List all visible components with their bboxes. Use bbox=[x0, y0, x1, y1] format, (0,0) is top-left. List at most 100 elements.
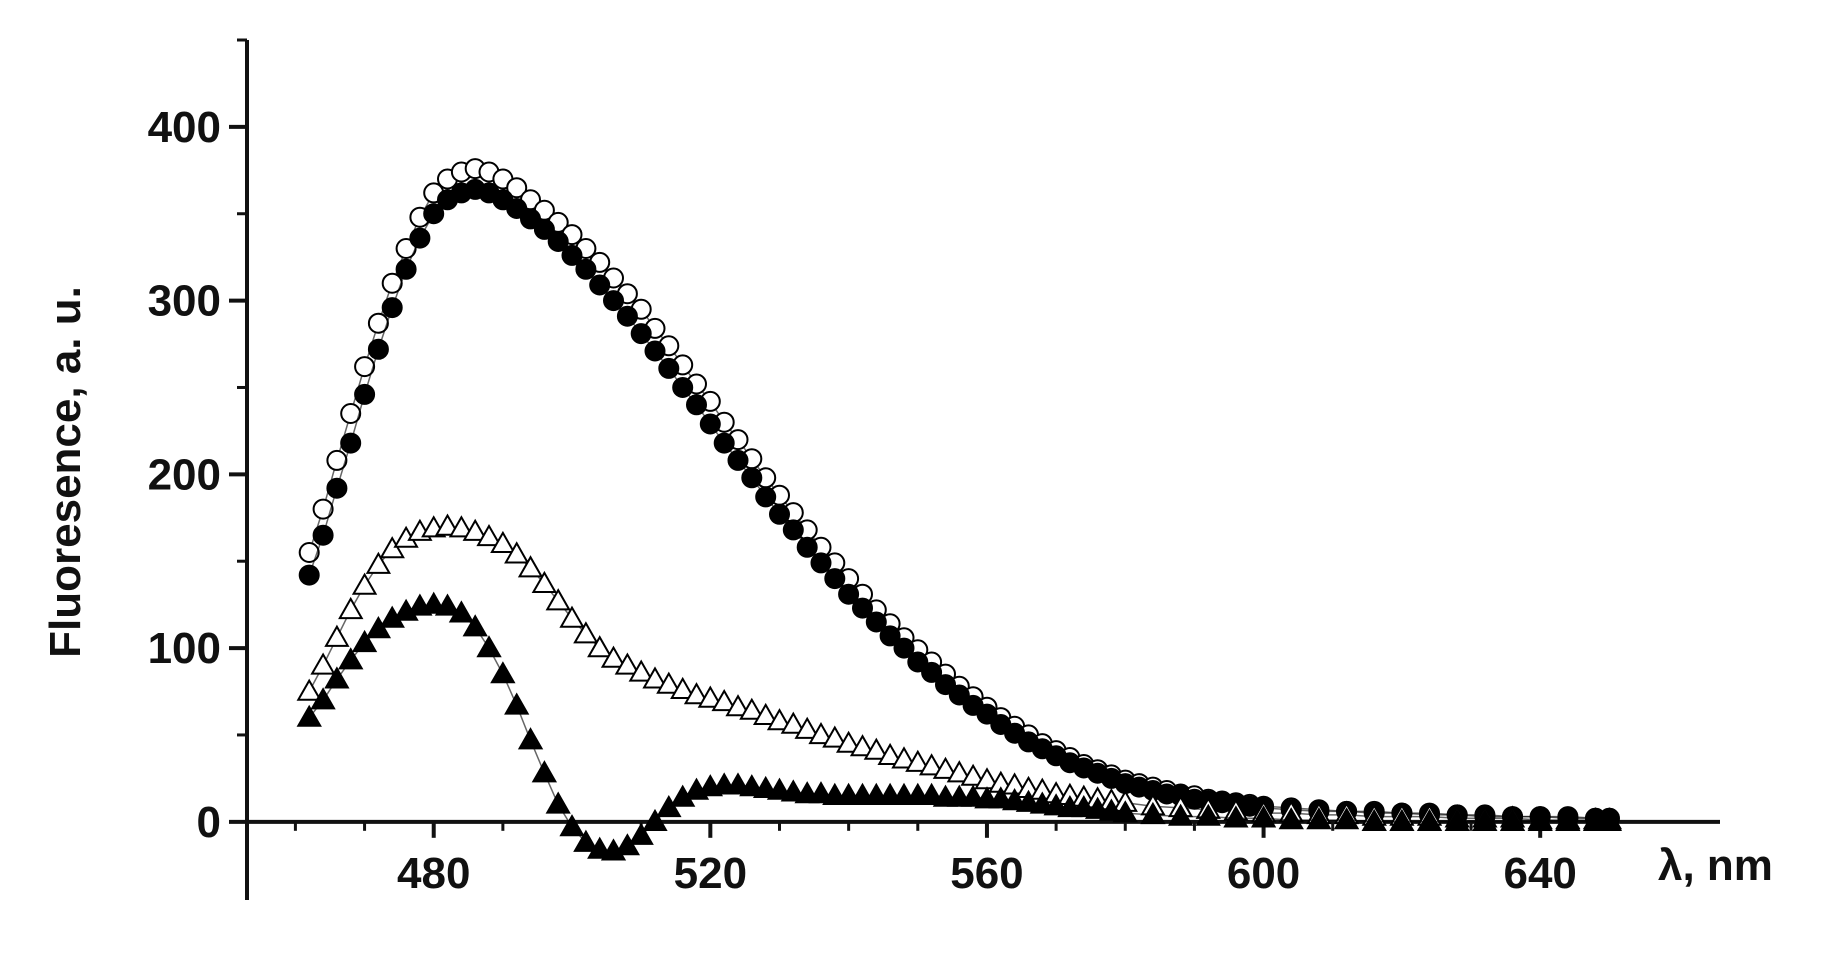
x-axis-title: λ, nm bbox=[1658, 841, 1773, 890]
y-axis-title: Fluoresence, a. u. bbox=[41, 286, 90, 658]
data-point bbox=[835, 730, 862, 753]
data-point bbox=[630, 323, 652, 345]
data-point bbox=[672, 377, 694, 398]
data-point bbox=[614, 652, 641, 675]
data-point bbox=[918, 753, 945, 776]
data-point bbox=[434, 513, 461, 536]
data-point bbox=[490, 661, 516, 684]
data-point bbox=[642, 808, 668, 831]
series-2 bbox=[298, 178, 1620, 829]
data-point bbox=[711, 688, 737, 712]
data-point bbox=[921, 661, 943, 683]
data-point bbox=[628, 822, 654, 845]
data-point bbox=[863, 737, 889, 760]
data-point bbox=[725, 694, 751, 717]
data-point bbox=[312, 524, 334, 546]
data-point bbox=[877, 742, 903, 765]
data-point bbox=[628, 659, 654, 682]
data-point bbox=[656, 671, 682, 694]
x-tick-label: 560 bbox=[950, 849, 1023, 898]
data-point bbox=[1416, 808, 1443, 831]
data-point bbox=[354, 356, 376, 378]
series-line bbox=[308, 188, 1610, 820]
data-point bbox=[296, 678, 322, 701]
data-point bbox=[517, 555, 544, 578]
data-point bbox=[298, 564, 320, 586]
data-point bbox=[893, 637, 915, 659]
data-point bbox=[559, 605, 585, 628]
data-point bbox=[1015, 789, 1042, 812]
data-point bbox=[766, 777, 793, 800]
data-point bbox=[310, 687, 336, 710]
data-point bbox=[462, 614, 488, 637]
data-point bbox=[600, 645, 627, 668]
data-point bbox=[490, 530, 516, 553]
data-point bbox=[340, 432, 362, 454]
data-point bbox=[810, 552, 832, 574]
data-point bbox=[559, 814, 585, 837]
data-point bbox=[741, 467, 763, 489]
data-point bbox=[658, 357, 680, 379]
data-point bbox=[1278, 807, 1304, 830]
data-point bbox=[296, 704, 322, 727]
data-point bbox=[603, 290, 624, 312]
data-point bbox=[533, 218, 555, 240]
data-point bbox=[324, 666, 350, 689]
data-point bbox=[907, 651, 929, 673]
data-point bbox=[642, 666, 668, 689]
data-point bbox=[520, 208, 541, 230]
data-point bbox=[713, 432, 735, 454]
y-tick-label: 400 bbox=[148, 103, 221, 152]
data-point bbox=[504, 692, 530, 715]
data-point bbox=[434, 593, 461, 616]
data-point bbox=[312, 498, 334, 520]
data-point bbox=[769, 503, 790, 525]
x-tick-label: 640 bbox=[1503, 849, 1576, 898]
data-point bbox=[1029, 791, 1055, 814]
data-point bbox=[1112, 800, 1138, 823]
series-3 bbox=[296, 513, 1623, 830]
data-point bbox=[766, 708, 793, 731]
series-1 bbox=[298, 158, 1620, 829]
data-point bbox=[891, 746, 917, 769]
y-tick-label: 100 bbox=[148, 624, 221, 673]
data-point bbox=[354, 383, 376, 405]
y-tick-label: 200 bbox=[148, 450, 221, 499]
data-point bbox=[808, 781, 834, 804]
data-point bbox=[852, 597, 873, 619]
data-point bbox=[905, 749, 931, 772]
data-point bbox=[351, 629, 378, 653]
data-point bbox=[822, 725, 848, 748]
data-point bbox=[616, 305, 638, 327]
data-point bbox=[545, 588, 571, 611]
data-point bbox=[1333, 807, 1360, 830]
data-point bbox=[1167, 803, 1194, 826]
data-point bbox=[476, 635, 502, 658]
data-point bbox=[589, 274, 611, 296]
data-point bbox=[575, 258, 597, 280]
x-tick-label: 520 bbox=[674, 849, 747, 898]
data-point bbox=[1444, 808, 1470, 831]
data-point bbox=[409, 227, 431, 249]
data-point bbox=[326, 477, 348, 499]
data-point bbox=[865, 611, 887, 633]
data-point bbox=[1001, 787, 1028, 811]
data-point bbox=[1195, 803, 1221, 826]
data-point bbox=[849, 734, 876, 757]
data-point bbox=[1596, 808, 1623, 831]
data-point bbox=[1084, 796, 1111, 819]
data-point bbox=[780, 779, 806, 802]
data-point bbox=[421, 591, 447, 614]
data-point bbox=[879, 625, 901, 647]
series-layer bbox=[296, 158, 1623, 861]
y-tick-label: 300 bbox=[148, 277, 221, 326]
data-point bbox=[298, 542, 320, 563]
data-point bbox=[1223, 805, 1249, 828]
data-point bbox=[1250, 805, 1277, 828]
data-point bbox=[932, 756, 959, 779]
data-point bbox=[1499, 808, 1526, 831]
data-point bbox=[573, 621, 599, 644]
data-point bbox=[506, 177, 528, 199]
data-point bbox=[324, 624, 350, 647]
